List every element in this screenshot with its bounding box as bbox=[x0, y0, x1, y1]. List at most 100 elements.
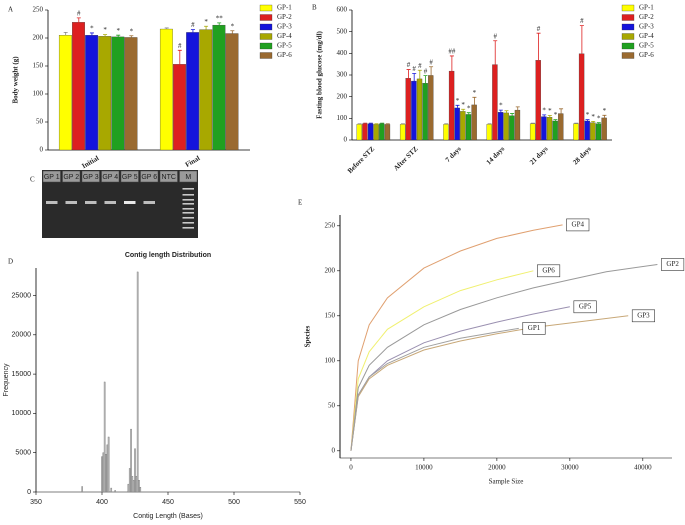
error-bar bbox=[553, 119, 558, 121]
bar bbox=[373, 124, 379, 141]
error-bar bbox=[472, 96, 477, 105]
bar bbox=[212, 24, 226, 151]
y-tick-label: 20000 bbox=[12, 332, 32, 339]
legend-label: GP-5 bbox=[277, 42, 292, 50]
legend-swatch bbox=[621, 33, 635, 40]
gel-band bbox=[104, 201, 116, 204]
lane-label-box bbox=[62, 170, 81, 183]
x-tick-label: 7 days bbox=[444, 145, 463, 164]
legend-swatch bbox=[259, 42, 273, 50]
x-tick-label: 20000 bbox=[488, 464, 506, 472]
error-bar bbox=[510, 113, 515, 116]
bar bbox=[367, 123, 374, 141]
y-tick-label: 100 bbox=[337, 114, 348, 122]
error-bar bbox=[76, 17, 81, 23]
error-bar bbox=[400, 123, 405, 125]
bar bbox=[552, 120, 558, 141]
y-tick-label: 300 bbox=[337, 71, 348, 79]
bar bbox=[601, 117, 607, 141]
y-axis-label: Frequency bbox=[3, 363, 10, 397]
ladder-band bbox=[182, 199, 194, 201]
legend-swatch bbox=[259, 14, 273, 21]
bar bbox=[106, 444, 109, 493]
error-bar bbox=[164, 27, 169, 30]
error-bar bbox=[204, 25, 209, 30]
bar bbox=[81, 486, 83, 493]
label-box bbox=[522, 322, 546, 335]
legend-label: GP-3 bbox=[639, 23, 654, 31]
series-label: GP6 bbox=[542, 266, 555, 274]
x-tick-label: 14 days bbox=[485, 145, 507, 167]
bar bbox=[98, 36, 112, 151]
bar bbox=[460, 111, 466, 141]
bar bbox=[509, 115, 515, 141]
series-label: GP5 bbox=[579, 302, 592, 310]
legend-label: GP-4 bbox=[277, 32, 292, 40]
ladder-band bbox=[182, 188, 194, 190]
lane-label: GP 6 bbox=[141, 174, 157, 181]
x-tick-label: 30000 bbox=[561, 464, 579, 472]
x-tick-label: 0 bbox=[349, 464, 353, 472]
significance-mark: * bbox=[231, 22, 235, 30]
line bbox=[350, 315, 629, 451]
y-tick-label: 50 bbox=[36, 118, 44, 126]
y-tick-label: 0 bbox=[27, 489, 31, 496]
legend-swatch bbox=[621, 23, 635, 31]
error-bar bbox=[380, 122, 385, 124]
significance-mark: * bbox=[548, 107, 552, 115]
significance-mark: ** bbox=[216, 14, 224, 22]
legend-swatch bbox=[621, 52, 635, 59]
y-tick-label: 600 bbox=[337, 6, 348, 14]
error-bar bbox=[493, 40, 498, 65]
error-bar bbox=[559, 108, 564, 114]
significance-mark: # bbox=[580, 17, 584, 25]
bar bbox=[405, 78, 411, 141]
lane-label: GP 3 bbox=[83, 174, 99, 181]
significance-mark: ## bbox=[448, 48, 456, 56]
bar bbox=[136, 271, 139, 493]
error-bar bbox=[177, 49, 182, 65]
significance-mark: * bbox=[603, 107, 607, 115]
bar bbox=[102, 452, 105, 493]
error-bar bbox=[406, 69, 411, 79]
significance-mark: * bbox=[456, 97, 460, 105]
axes-frame bbox=[339, 215, 672, 459]
significance-mark: * bbox=[116, 27, 120, 35]
label-box bbox=[566, 218, 590, 232]
significance-mark: # bbox=[412, 65, 416, 73]
bar bbox=[199, 29, 213, 151]
legend-swatch bbox=[621, 4, 635, 12]
bar bbox=[503, 112, 509, 141]
x-tick-label: Final bbox=[184, 154, 202, 169]
x-tick-label: 40000 bbox=[634, 464, 652, 472]
y-tick-label: 400 bbox=[337, 49, 348, 57]
significance-mark: # bbox=[418, 62, 422, 70]
bar bbox=[110, 487, 113, 493]
bar bbox=[107, 436, 110, 493]
error-bar bbox=[498, 109, 503, 113]
significance-mark: * bbox=[597, 114, 601, 122]
significance-mark: * bbox=[542, 106, 546, 114]
bar bbox=[127, 483, 130, 493]
error-bar bbox=[504, 110, 509, 113]
y-tick-label: 250 bbox=[33, 6, 44, 14]
bar bbox=[135, 476, 138, 493]
y-tick-label: 100 bbox=[325, 356, 336, 364]
bar bbox=[105, 454, 107, 493]
bar bbox=[590, 122, 596, 141]
error-bar bbox=[444, 123, 449, 125]
error-bar bbox=[363, 122, 368, 124]
y-tick-label: 200 bbox=[325, 266, 336, 274]
y-axis-label: Species bbox=[304, 325, 312, 347]
bar bbox=[428, 75, 434, 141]
bar bbox=[134, 448, 136, 493]
bar bbox=[186, 32, 200, 151]
significance-mark: # bbox=[493, 32, 497, 40]
legend-label: GP-1 bbox=[277, 4, 292, 12]
error-bar bbox=[190, 29, 195, 33]
error-bar bbox=[449, 55, 454, 72]
label-box bbox=[631, 309, 655, 323]
error-bar bbox=[466, 112, 471, 115]
y-tick-label: 25000 bbox=[12, 292, 32, 299]
panel-letter: D bbox=[8, 258, 13, 266]
